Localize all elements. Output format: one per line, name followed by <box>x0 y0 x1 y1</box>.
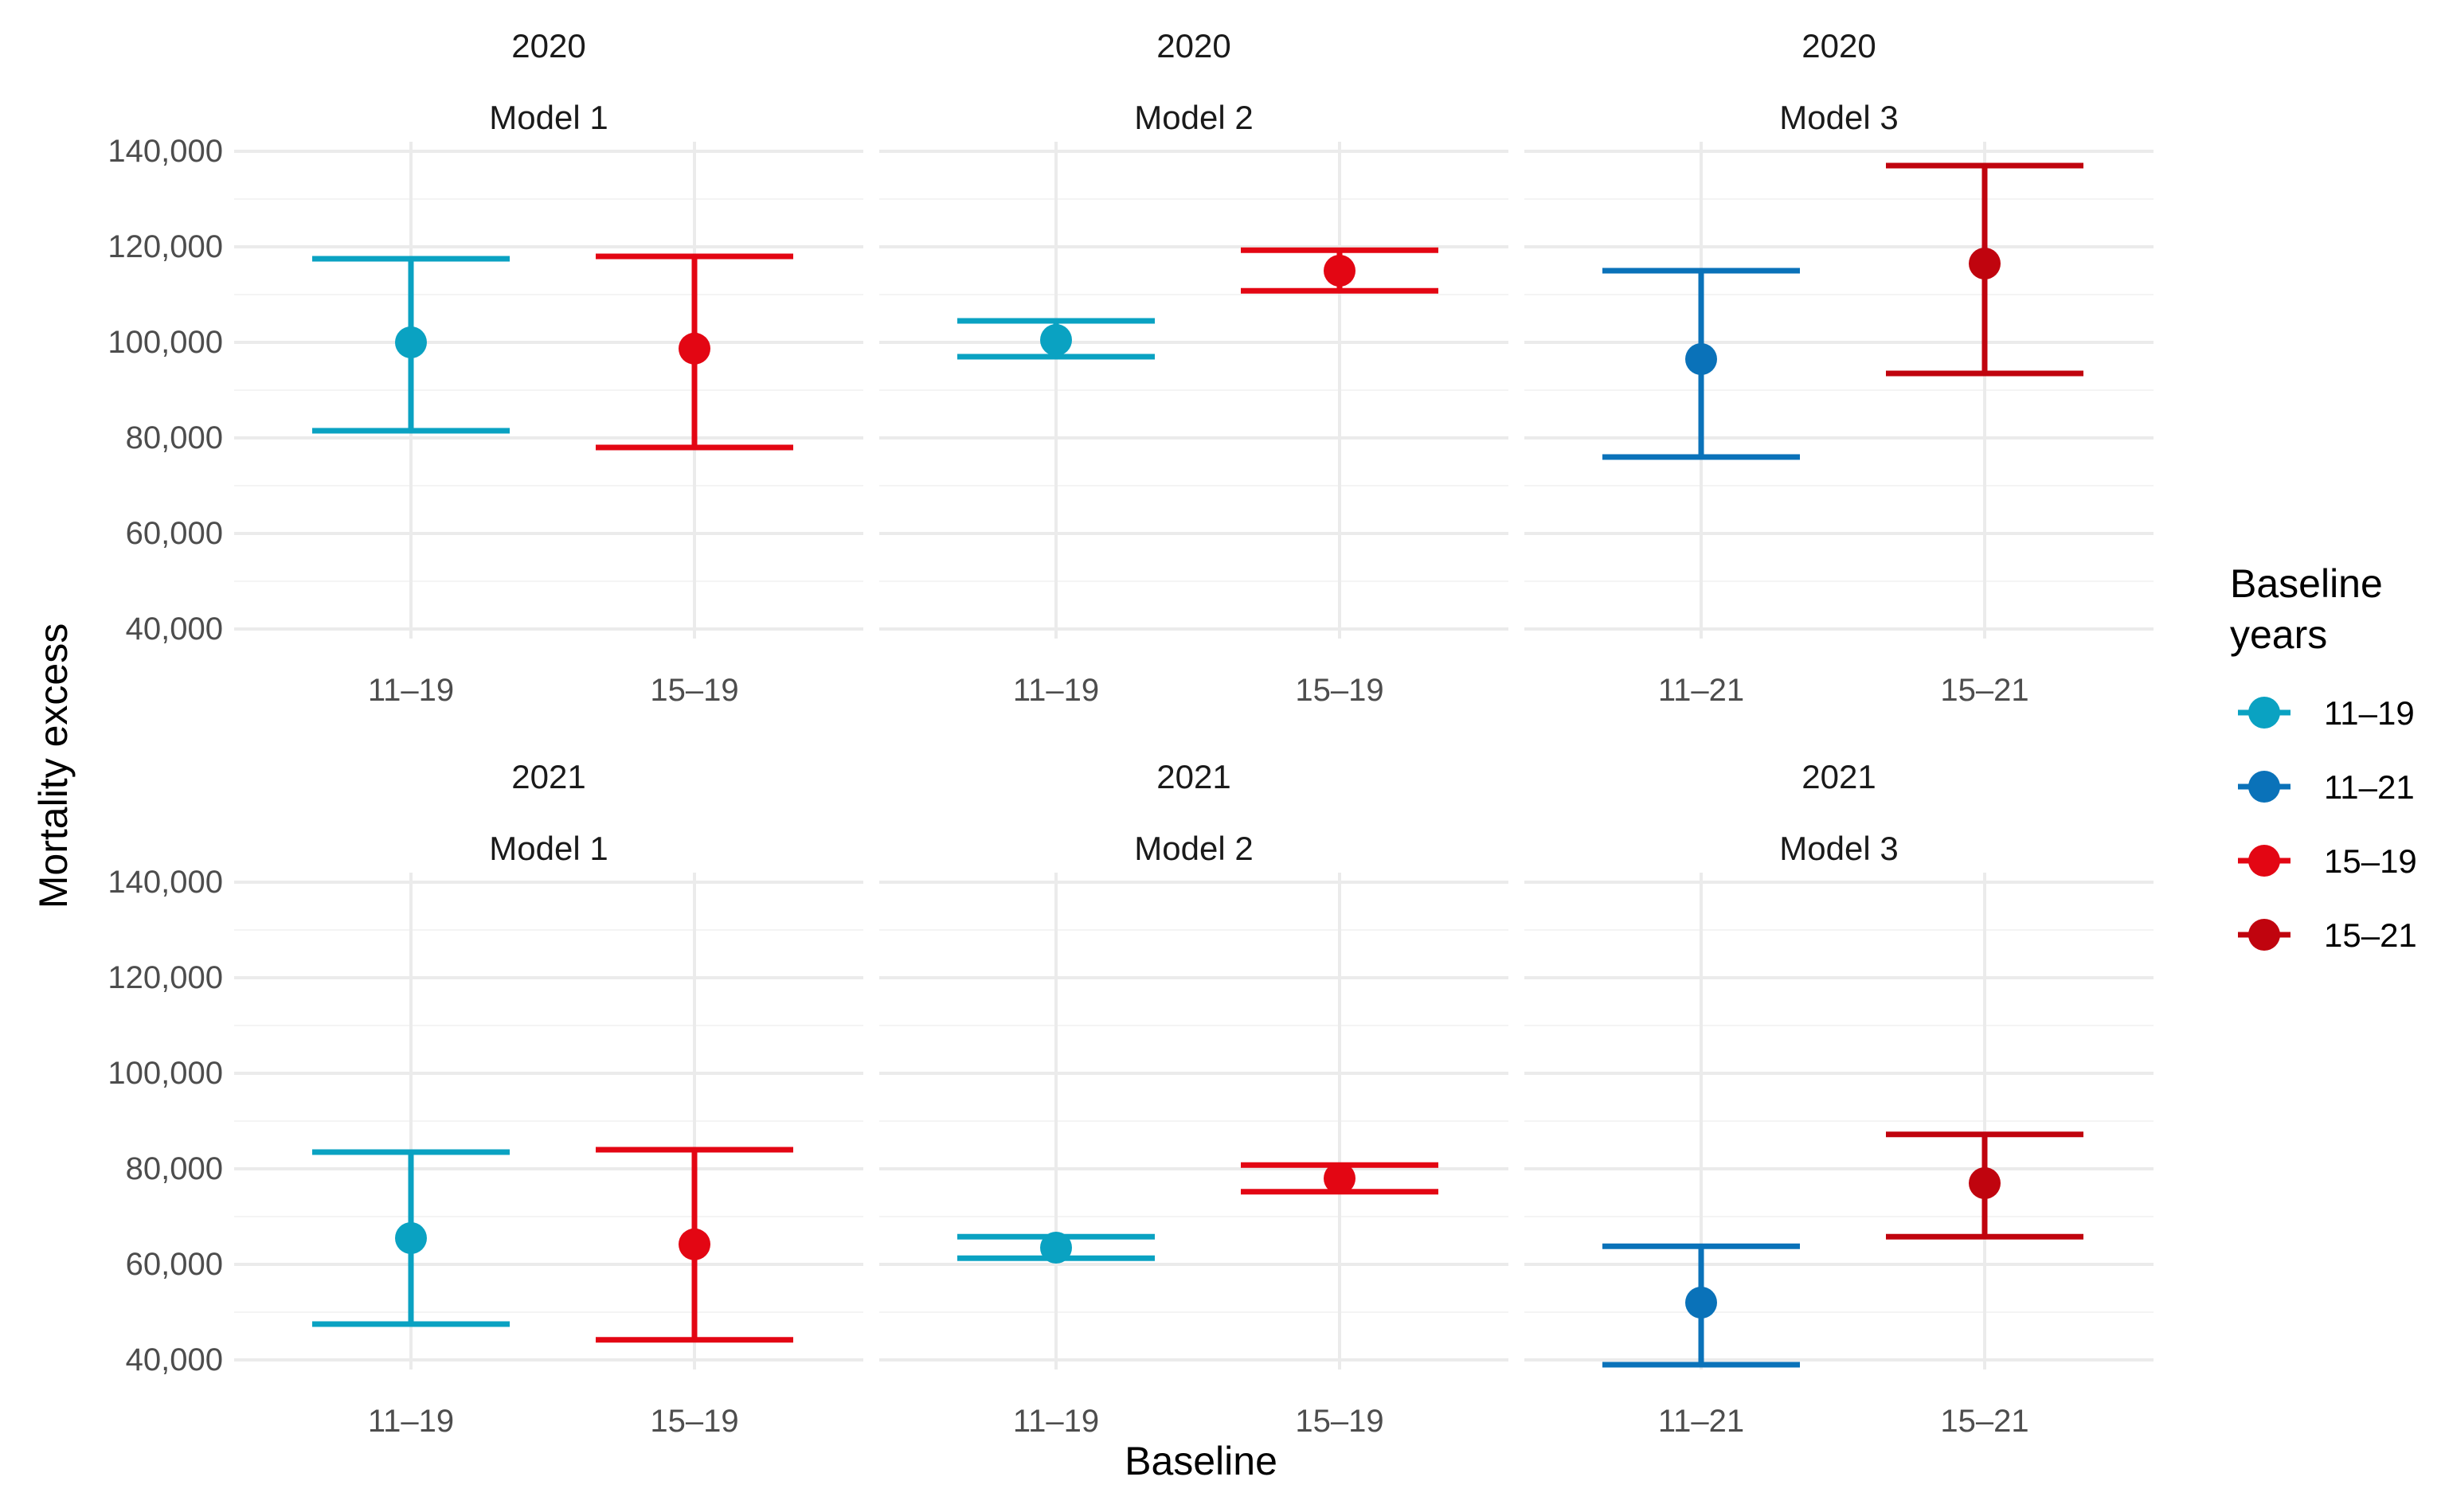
legend-label: 11–21 <box>2324 768 2415 806</box>
point-estimate <box>1969 1167 2001 1199</box>
y-tick-label: 60,000 <box>126 516 223 551</box>
point-estimate <box>1685 1287 1717 1319</box>
legend-label: 15–19 <box>2324 842 2417 880</box>
point-estimate <box>679 1228 710 1260</box>
panel-2020-model-2: 2020 Model 2 11–19 15–19 <box>879 27 1508 708</box>
y-tick-label: 40,000 <box>126 611 223 647</box>
point-estimate <box>1324 255 1356 287</box>
error-bar-11–19 <box>312 256 510 434</box>
point-estimate <box>1324 1162 1356 1194</box>
x-tick-label: 15–19 <box>650 673 738 708</box>
panel-year-label: 2020 <box>1801 27 1876 64</box>
point-estimate <box>395 326 427 358</box>
panel-2021-model-1: 2021 Model 1 40,000 60,000 80,000 100,000 120,… <box>108 758 863 1439</box>
error-bar-15–19 <box>1241 247 1438 294</box>
point-estimate <box>1040 324 1072 356</box>
panel-2020-model-1: 2020 Model 1 40,000 60,000 80,000 100,000 120,… <box>108 27 863 708</box>
error-bar-11–19 <box>957 1232 1155 1264</box>
x-tick-label: 11–19 <box>1013 1404 1099 1439</box>
panel-model-label: Model 2 <box>1134 830 1253 867</box>
y-tick-label: 100,000 <box>108 325 223 360</box>
x-tick-label: 11–19 <box>368 1404 454 1439</box>
point-estimate <box>395 1222 427 1254</box>
panel-model-label: Model 3 <box>1779 830 1898 867</box>
error-bar-15–19 <box>596 1147 793 1343</box>
legend-item-15–21: 15–21 <box>2238 916 2417 954</box>
y-tick-label: 120,000 <box>108 960 223 995</box>
y-tick-label: 40,000 <box>126 1342 223 1377</box>
y-tick-label: 80,000 <box>126 420 223 455</box>
panel-model-label: Model 3 <box>1779 99 1898 136</box>
panel-model-label: Model 1 <box>489 99 608 136</box>
legend-label: 15–21 <box>2324 916 2417 954</box>
panel-year-label: 2020 <box>511 27 585 64</box>
legend-item-11–21: 11–21 <box>2238 768 2415 806</box>
error-bar-11–19 <box>312 1149 510 1327</box>
panel-model-label: Model 1 <box>489 830 608 867</box>
error-bar-15–19 <box>596 253 793 451</box>
legend-item-15–19: 15–19 <box>2238 842 2417 880</box>
panel-2020-model-3: 2020 Model 3 11–21 15–21 <box>1524 27 2154 708</box>
x-tick-label: 15–21 <box>1940 673 2028 708</box>
legend-label: 11–19 <box>2324 694 2415 732</box>
error-bar-15–19 <box>1241 1162 1438 1195</box>
panel-2021-model-3: 2021 Model 3 11–21 15–21 <box>1524 758 2154 1439</box>
panel-year-label: 2021 <box>1156 758 1230 795</box>
panel-year-label: 2021 <box>511 758 585 795</box>
x-tick-label: 11–21 <box>1658 1404 1744 1439</box>
legend-key-point <box>2248 771 2280 803</box>
x-tick-label: 11–19 <box>368 673 454 708</box>
legend-key-point <box>2248 845 2280 877</box>
x-tick-label: 15–19 <box>650 1404 738 1439</box>
error-bar-11–21 <box>1602 268 1800 460</box>
y-tick-label: 140,000 <box>108 134 223 169</box>
panels: 2020 Model 1 40,000 60,000 80,000 100,000 120,… <box>108 27 2154 1439</box>
legend: Baseline years 11–19 11–21 15–19 15–21 <box>2230 561 2417 954</box>
point-estimate <box>1040 1232 1072 1264</box>
panel-model-label: Model 2 <box>1134 99 1253 136</box>
point-estimate <box>1685 343 1717 375</box>
panel-2021-model-2: 2021 Model 2 11–19 15–19 <box>879 758 1508 1439</box>
legend-key-point <box>2248 697 2280 729</box>
x-tick-label: 11–19 <box>1013 673 1099 708</box>
y-tick-label: 140,000 <box>108 865 223 900</box>
point-estimate <box>1969 248 2001 279</box>
y-tick-label: 80,000 <box>126 1151 223 1186</box>
y-tick-label: 120,000 <box>108 229 223 264</box>
y-axis-title: Mortality excess <box>31 623 76 908</box>
panel-year-label: 2020 <box>1156 27 1230 64</box>
error-bar-15–21 <box>1886 162 2083 377</box>
x-axis-title: Baseline <box>1125 1439 1277 1483</box>
legend-item-11–19: 11–19 <box>2238 694 2415 732</box>
legend-title: years <box>2230 612 2327 657</box>
error-bar-15–21 <box>1886 1131 2083 1240</box>
x-tick-label: 15–19 <box>1295 673 1383 708</box>
panel-year-label: 2021 <box>1801 758 1876 795</box>
error-bar-11–21 <box>1602 1243 1800 1368</box>
x-tick-label: 11–21 <box>1658 673 1744 708</box>
y-tick-label: 60,000 <box>126 1247 223 1282</box>
error-bar-11–19 <box>957 318 1155 360</box>
y-tick-label: 100,000 <box>108 1056 223 1091</box>
legend-key-point <box>2248 919 2280 951</box>
legend-title: Baseline <box>2230 561 2383 606</box>
x-tick-label: 15–21 <box>1940 1404 2028 1439</box>
x-tick-label: 15–19 <box>1295 1404 1383 1439</box>
point-estimate <box>679 332 710 365</box>
